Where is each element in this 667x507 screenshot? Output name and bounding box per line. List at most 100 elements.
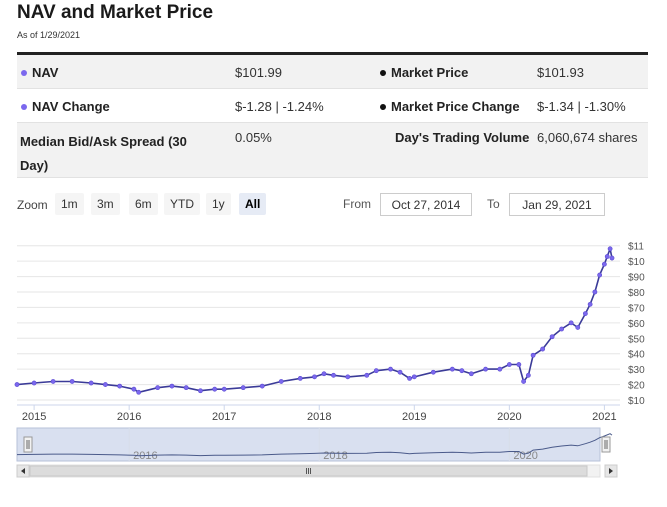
to-date-input[interactable] bbox=[509, 193, 605, 216]
data-point bbox=[102, 382, 108, 387]
data-point bbox=[278, 379, 284, 384]
data-point bbox=[468, 371, 474, 377]
navigator-handle-left[interactable] bbox=[23, 436, 33, 453]
stats-table: NAV $101.99 Market Price $101.93 NAV Cha… bbox=[17, 52, 648, 178]
volume-value: 6,060,674 shares bbox=[537, 130, 638, 145]
data-point bbox=[31, 380, 37, 386]
stats-row-spread: Median Bid/Ask Spread (30 Day) 0.05% Day… bbox=[17, 123, 648, 178]
data-point bbox=[331, 372, 336, 378]
data-point bbox=[198, 388, 203, 394]
market-change-bullet-icon bbox=[380, 103, 386, 110]
zoom-button-1y[interactable]: 1y bbox=[206, 193, 231, 215]
zoom-button-3m[interactable]: 3m bbox=[91, 193, 120, 215]
data-point bbox=[592, 289, 598, 295]
y-tick-label: $30 bbox=[628, 365, 645, 376]
y-tick-label: $10 bbox=[628, 257, 645, 268]
nav-label: NAV bbox=[21, 65, 58, 80]
data-point bbox=[131, 386, 137, 392]
data-point bbox=[516, 362, 522, 367]
to-label: To bbox=[487, 197, 500, 211]
zoom-label: Zoom bbox=[17, 198, 48, 212]
zoom-button-ytd[interactable]: YTD bbox=[164, 193, 200, 215]
nav-price-line bbox=[16, 247, 613, 394]
x-tick-label: 2020 bbox=[497, 411, 521, 423]
data-point bbox=[321, 371, 327, 377]
stats-row-nav: NAV $101.99 Market Price $101.93 bbox=[17, 55, 648, 89]
data-point bbox=[221, 386, 227, 392]
data-point bbox=[373, 368, 379, 374]
navigator[interactable]: 2016 2018 2020 bbox=[16, 427, 613, 462]
data-point bbox=[259, 383, 265, 389]
nav-bullet-icon bbox=[21, 69, 27, 76]
data-point bbox=[312, 374, 317, 380]
volume-label: Day's Trading Volume bbox=[395, 130, 530, 145]
nav-change-value: $-1.28 | -1.24% bbox=[235, 99, 324, 114]
data-point bbox=[604, 254, 610, 259]
nav-value: $101.99 bbox=[235, 65, 282, 80]
data-point bbox=[397, 369, 403, 375]
data-point bbox=[297, 375, 303, 381]
chart-grid bbox=[17, 245, 620, 401]
data-point bbox=[525, 372, 531, 378]
data-point bbox=[568, 320, 574, 326]
zoom-button-6m[interactable]: 6m bbox=[129, 193, 158, 215]
stats-row-change: NAV Change $-1.28 | -1.24% Market Price … bbox=[17, 89, 648, 123]
data-point bbox=[212, 386, 218, 392]
market-price-value: $101.93 bbox=[537, 65, 584, 80]
market-price-change-value: $-1.34 | -1.30% bbox=[537, 99, 626, 114]
x-axis: 2015 2016 2017 2018 2019 2020 2021 bbox=[17, 404, 620, 423]
nav-change-label: NAV Change bbox=[21, 99, 110, 114]
scrollbar[interactable] bbox=[16, 464, 618, 478]
nav-change-bullet-icon bbox=[21, 103, 27, 110]
scroll-left-arrow-icon bbox=[21, 468, 25, 474]
market-price-change-label: Market Price Change bbox=[380, 99, 520, 114]
x-tick-label: 2016 bbox=[117, 411, 141, 423]
x-tick-label: 2018 bbox=[307, 411, 331, 423]
data-point bbox=[183, 385, 189, 391]
data-point bbox=[411, 374, 417, 380]
zoom-button-all[interactable]: All bbox=[239, 193, 267, 215]
page-title: NAV and Market Price bbox=[17, 2, 214, 23]
price-chart: $10$20$30$40$50$60$70$80$90$10$11 2015 20… bbox=[14, 242, 645, 478]
data-point bbox=[483, 366, 488, 372]
y-tick-label: $40 bbox=[628, 350, 645, 361]
data-point bbox=[540, 346, 546, 352]
data-point bbox=[14, 382, 20, 387]
data-point bbox=[549, 334, 555, 340]
data-point bbox=[497, 366, 503, 372]
data-point bbox=[50, 379, 56, 384]
data-point bbox=[69, 379, 75, 384]
data-point bbox=[530, 352, 536, 358]
data-point bbox=[364, 372, 370, 378]
market-price-label: Market Price bbox=[380, 65, 468, 80]
navigator-line bbox=[16, 433, 613, 457]
data-point bbox=[345, 374, 351, 380]
navigator-window bbox=[16, 427, 601, 462]
data-point bbox=[506, 362, 512, 367]
from-label: From bbox=[343, 197, 371, 211]
data-point bbox=[521, 379, 527, 384]
from-date-input[interactable] bbox=[380, 193, 472, 216]
navigator-handle-right[interactable] bbox=[601, 436, 611, 453]
data-point bbox=[407, 375, 412, 381]
navigator-tick-label: 2020 bbox=[513, 450, 537, 462]
data-point bbox=[459, 368, 465, 374]
zoom-button-1m[interactable]: 1m bbox=[55, 193, 84, 215]
y-tick-label: $80 bbox=[628, 288, 645, 299]
data-point bbox=[597, 272, 603, 278]
data-point bbox=[449, 366, 455, 372]
y-axis: $10 $20 $30 $40 $50 $60 $70 $80 $90 $10 $11 bbox=[628, 242, 645, 407]
y-tick-label: $90 bbox=[628, 273, 645, 284]
data-point bbox=[240, 385, 246, 391]
data-point bbox=[575, 325, 581, 330]
data-point bbox=[607, 246, 613, 252]
as-of-date: As of 1/29/2021 bbox=[17, 30, 81, 40]
data-point bbox=[609, 255, 615, 261]
scroll-right-arrow-icon bbox=[609, 468, 613, 474]
navigator-tick-label: 2018 bbox=[323, 450, 347, 462]
data-point bbox=[388, 366, 393, 372]
data-point bbox=[559, 326, 565, 332]
market-bullet-icon bbox=[380, 69, 386, 76]
spread-value: 0.05% bbox=[235, 130, 272, 145]
y-tick-label: $11 bbox=[628, 242, 644, 253]
